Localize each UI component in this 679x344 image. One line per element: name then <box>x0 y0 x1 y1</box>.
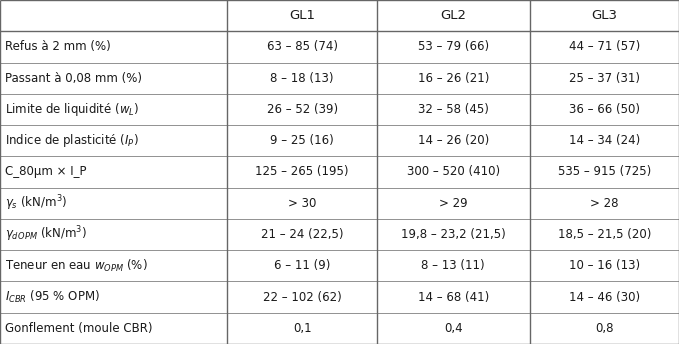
Text: > 28: > 28 <box>590 197 619 210</box>
Text: 300 – 520 (410): 300 – 520 (410) <box>407 165 500 179</box>
Text: 18,5 – 21,5 (20): 18,5 – 21,5 (20) <box>557 228 651 241</box>
Text: 9 – 25 (16): 9 – 25 (16) <box>270 134 334 147</box>
Text: 0,4: 0,4 <box>444 322 462 335</box>
Text: 8 – 18 (13): 8 – 18 (13) <box>270 72 334 85</box>
Text: 0,1: 0,1 <box>293 322 312 335</box>
Text: GL3: GL3 <box>591 9 617 22</box>
Text: GL2: GL2 <box>440 9 466 22</box>
Text: Refus à 2 mm (%): Refus à 2 mm (%) <box>5 40 111 53</box>
Text: 53 – 79 (66): 53 – 79 (66) <box>418 40 489 53</box>
Text: Limite de liquidité ($w_L$): Limite de liquidité ($w_L$) <box>5 101 140 118</box>
Text: 125 – 265 (195): 125 – 265 (195) <box>255 165 349 179</box>
Text: > 29: > 29 <box>439 197 468 210</box>
Text: 25 – 37 (31): 25 – 37 (31) <box>569 72 640 85</box>
Text: $\gamma_s$ (kN/m$^3$): $\gamma_s$ (kN/m$^3$) <box>5 193 68 213</box>
Text: 44 – 71 (57): 44 – 71 (57) <box>569 40 640 53</box>
Text: 535 – 915 (725): 535 – 915 (725) <box>557 165 651 179</box>
Text: $\gamma_d$$_{OPM}$ (kN/m$^3$): $\gamma_d$$_{OPM}$ (kN/m$^3$) <box>5 225 88 244</box>
Text: 19,8 – 23,2 (21,5): 19,8 – 23,2 (21,5) <box>401 228 506 241</box>
Text: 21 – 24 (22,5): 21 – 24 (22,5) <box>261 228 344 241</box>
Text: GL1: GL1 <box>289 9 315 22</box>
Text: Teneur en eau $w_{OPM}$ (%): Teneur en eau $w_{OPM}$ (%) <box>5 258 148 274</box>
Text: 16 – 26 (21): 16 – 26 (21) <box>418 72 489 85</box>
Text: $I_{CBR}$ (95 % OPM): $I_{CBR}$ (95 % OPM) <box>5 289 100 305</box>
Text: 63 – 85 (74): 63 – 85 (74) <box>267 40 337 53</box>
Text: > 30: > 30 <box>288 197 316 210</box>
Text: 14 – 34 (24): 14 – 34 (24) <box>569 134 640 147</box>
Text: 8 – 13 (11): 8 – 13 (11) <box>422 259 485 272</box>
Text: 14 – 68 (41): 14 – 68 (41) <box>418 291 489 304</box>
Text: Passant à 0,08 mm (%): Passant à 0,08 mm (%) <box>5 72 143 85</box>
Text: 14 – 46 (30): 14 – 46 (30) <box>569 291 640 304</box>
Text: C_80μm × I_P: C_80μm × I_P <box>5 165 87 179</box>
Text: 22 – 102 (62): 22 – 102 (62) <box>263 291 342 304</box>
Text: 26 – 52 (39): 26 – 52 (39) <box>267 103 337 116</box>
Text: Indice de plasticité ($I_P$): Indice de plasticité ($I_P$) <box>5 132 139 149</box>
Text: 6 – 11 (9): 6 – 11 (9) <box>274 259 331 272</box>
Text: 0,8: 0,8 <box>595 322 614 335</box>
Text: 14 – 26 (20): 14 – 26 (20) <box>418 134 489 147</box>
Text: 10 – 16 (13): 10 – 16 (13) <box>569 259 640 272</box>
Text: 32 – 58 (45): 32 – 58 (45) <box>418 103 489 116</box>
Text: 36 – 66 (50): 36 – 66 (50) <box>569 103 640 116</box>
Text: Gonflement (moule CBR): Gonflement (moule CBR) <box>5 322 153 335</box>
